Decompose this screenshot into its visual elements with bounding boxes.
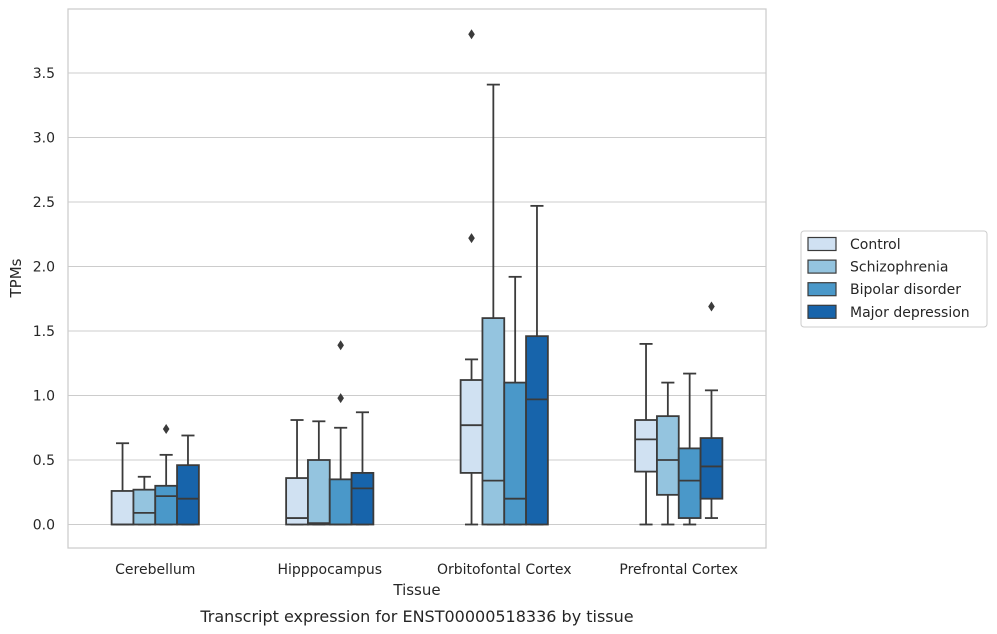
y-axis-label: TPMs xyxy=(7,258,25,298)
x-tick-label: Cerebellum xyxy=(115,562,195,578)
y-tick-label: 0.5 xyxy=(33,453,55,469)
box-body xyxy=(525,335,549,526)
legend-label: Control xyxy=(850,237,901,253)
box-control xyxy=(110,442,135,526)
figure-caption: Transcript expression for ENST0000051833… xyxy=(199,607,633,626)
box-schizophrenia xyxy=(307,420,331,526)
legend-swatch xyxy=(807,259,837,274)
box-schizophrenia xyxy=(656,381,680,526)
y-tick-labels: 0.0 0.5 1.0 1.5 2.0 2.5 3.0 3.5 xyxy=(33,66,55,534)
box-bipolar-disorder xyxy=(503,275,527,526)
box-body xyxy=(677,447,702,519)
box-schizophrenia xyxy=(481,83,506,526)
box-body xyxy=(176,464,200,526)
box-body xyxy=(132,488,157,526)
box-body xyxy=(634,419,658,473)
plot-frame xyxy=(67,8,767,549)
outlier-point xyxy=(468,233,475,244)
box-control xyxy=(459,29,484,526)
grid-lines xyxy=(68,72,766,526)
box-control xyxy=(634,342,658,526)
outlier-point xyxy=(468,29,475,40)
x-tick-labels: Cerebellum Hipppocampus Orbitofontal Corte… xyxy=(115,562,738,578)
y-tick-label: 2.0 xyxy=(33,260,55,276)
legend-label: Bipolar disorder xyxy=(850,282,961,298)
y-tick-label: 1.0 xyxy=(33,389,55,405)
legend-frame xyxy=(800,230,988,328)
legend-swatch xyxy=(807,236,837,252)
outlier-point xyxy=(162,424,170,435)
box-body xyxy=(481,317,506,526)
legend-label: Schizophrenia xyxy=(850,260,948,276)
box-body xyxy=(503,381,527,526)
box-body xyxy=(699,437,724,500)
box-body xyxy=(459,379,484,474)
box-plot-marks xyxy=(110,29,724,526)
y-tick-label: 3.0 xyxy=(33,131,55,147)
box-bipolar-disorder xyxy=(154,424,178,526)
y-tick-label: 1.5 xyxy=(33,324,55,340)
outlier-point xyxy=(337,340,344,351)
legend-swatch xyxy=(807,304,837,319)
y-tick-label: 3.5 xyxy=(33,66,55,82)
box-major-depression xyxy=(350,411,375,526)
box-major-depression xyxy=(176,434,200,526)
x-tick-label: Hipppocampus xyxy=(277,562,382,578)
box-major-depression xyxy=(699,301,724,519)
x-tick-label: Prefrontal Cortex xyxy=(619,562,738,578)
outlier-point xyxy=(708,301,715,312)
legend-label: Major depression xyxy=(850,305,970,321)
box-body xyxy=(110,490,135,526)
y-tick-label: 0.0 xyxy=(33,518,55,534)
box-control xyxy=(285,419,309,526)
y-tick-label: 2.5 xyxy=(33,195,55,211)
box-body xyxy=(307,459,331,526)
outlier-point xyxy=(337,393,344,404)
x-axis-label: Tissue xyxy=(392,581,440,599)
box-bipolar-disorder xyxy=(677,372,702,526)
box-body xyxy=(350,471,375,526)
x-tick-label: Orbitofontal Cortex xyxy=(437,562,572,578)
box-body xyxy=(328,478,353,526)
box-schizophrenia xyxy=(132,475,157,526)
box-major-depression xyxy=(525,204,549,526)
legend: Control Schizophrenia Bipolar disorder Majo… xyxy=(800,230,988,328)
box-body xyxy=(656,415,680,496)
legend-swatch xyxy=(807,282,837,297)
box-body xyxy=(154,484,178,526)
box-bipolar-disorder xyxy=(328,340,353,526)
